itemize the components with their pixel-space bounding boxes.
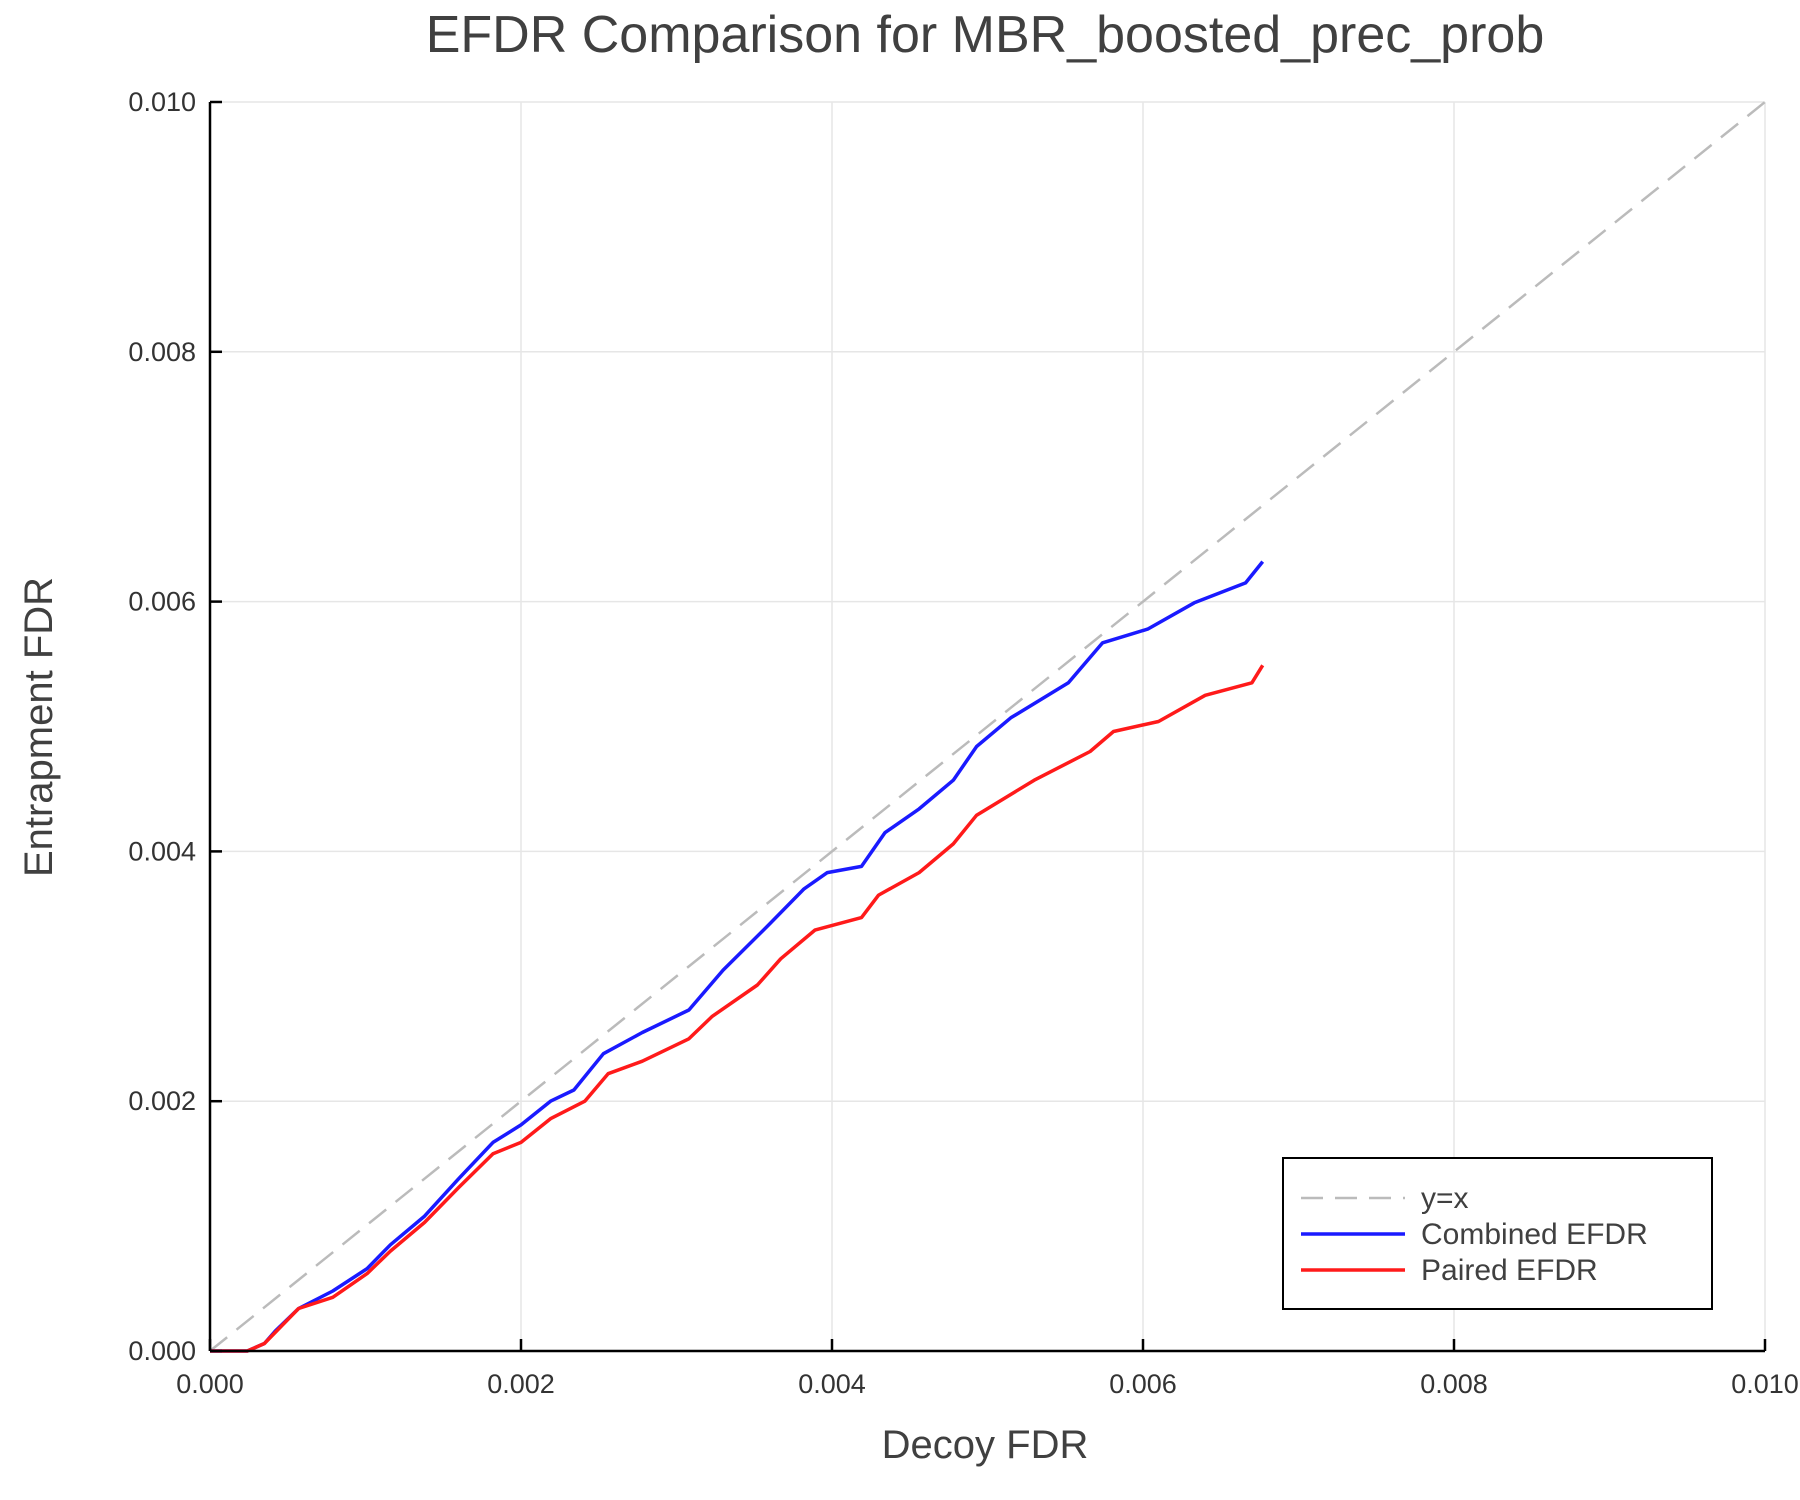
y-tick-label: 0.002 [128, 1086, 196, 1116]
y-axis-label: Entrapment FDR [17, 577, 61, 877]
x-axis-label: Decoy FDR [882, 1423, 1089, 1467]
x-tick-label: 0.006 [1109, 1369, 1177, 1399]
x-tick-label: 0.008 [1420, 1369, 1488, 1399]
y-tick-label: 0.010 [128, 87, 196, 117]
y-tick-label: 0.008 [128, 337, 196, 367]
x-tick-label: 0.010 [1731, 1369, 1799, 1399]
y-tick-label: 0.004 [128, 836, 196, 866]
series-line-y-x [209, 101, 1766, 1352]
legend-label: Combined EFDR [1421, 1218, 1648, 1251]
legend-label: Paired EFDR [1421, 1254, 1598, 1287]
axes: 0.000 0.002 0.004 0.006 0.008 0.010 0.000 0.002… [128, 87, 1798, 1399]
x-tick-label: 0.004 [798, 1369, 866, 1399]
y-tick-label: 0.000 [128, 1336, 196, 1366]
legend-label: y=x [1421, 1182, 1469, 1215]
series-line-combined-efdr [210, 560, 1265, 1353]
series-layer [209, 101, 1766, 1353]
x-tick-label: 0.002 [487, 1369, 555, 1399]
series-line-paired-efdr [210, 664, 1265, 1353]
chart-title: EFDR Comparison for MBR_boosted_prec_pro… [426, 6, 1545, 64]
x-tick-label: 0.000 [176, 1369, 244, 1399]
y-tick-label: 0.006 [128, 587, 196, 617]
